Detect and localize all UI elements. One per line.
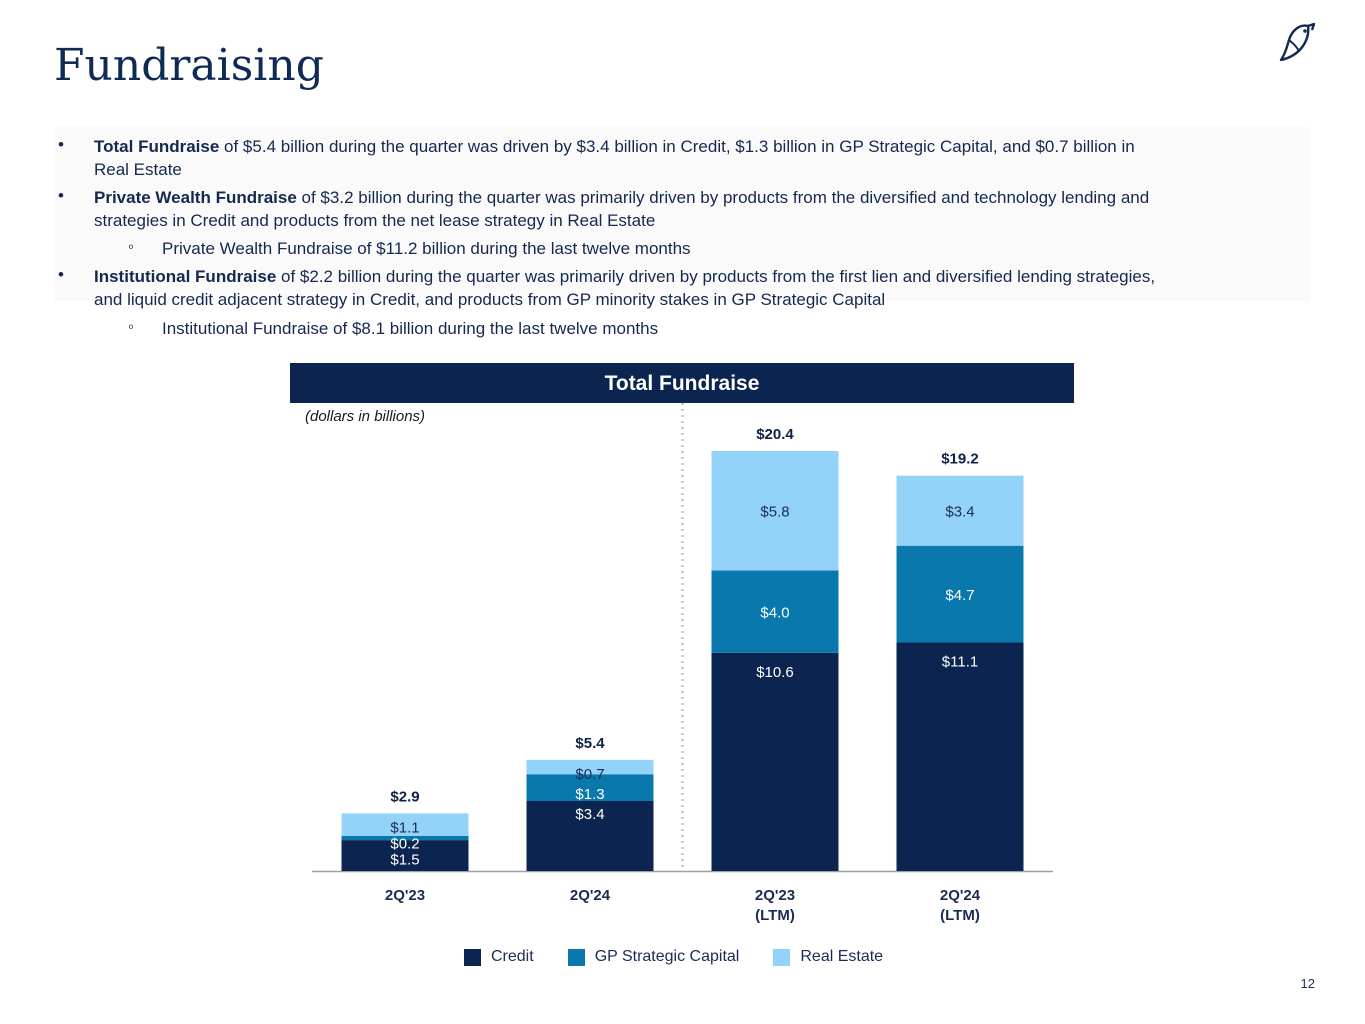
bullet-heading: Total Fundraise xyxy=(94,137,220,156)
bar-segment-gp-strategic-capital xyxy=(711,570,839,653)
chart-legend: Credit GP Strategic Capital Real Estate xyxy=(464,948,917,966)
sub-bullet-private-wealth-ltm: Private Wealth Fundraise of $11.2 billio… xyxy=(162,239,691,258)
bar-segment-real-estate xyxy=(896,475,1024,546)
legend-swatch xyxy=(773,948,791,966)
legend-swatch xyxy=(464,948,481,966)
legend-label: Credit xyxy=(491,948,534,965)
page-title: Fundraising xyxy=(54,40,324,91)
data-label: $5.8 xyxy=(760,504,789,521)
bullet-text: of $5.4 billion during the quarter was d… xyxy=(219,137,1135,156)
bullet-text-continued: strategies in Credit and products from t… xyxy=(94,211,656,230)
legend-item-real-estate: Real Estate xyxy=(773,948,883,966)
bar-segment-gp-strategic-capital xyxy=(896,545,1024,643)
legend-label: GP Strategic Capital xyxy=(594,948,740,965)
total-label: $20.4 xyxy=(756,426,794,443)
legend-item-credit: Credit xyxy=(464,948,534,966)
page-number: 12 xyxy=(1300,976,1315,991)
bullet-heading: Institutional Fundraise xyxy=(94,267,277,286)
legend-swatch xyxy=(567,948,585,966)
bullet-text-continued: Real Estate xyxy=(94,160,182,179)
bar-segment-credit xyxy=(896,642,1024,871)
owl-logo-icon xyxy=(1279,22,1316,62)
bar-segment-real-estate xyxy=(526,759,654,775)
bullet-marker: • xyxy=(58,135,64,154)
chart-subtitle: (dollars in billions) xyxy=(305,408,426,425)
sub-bullet-marker: ◦ xyxy=(128,317,135,336)
data-label: $11.1 xyxy=(942,653,978,670)
bullet-institutional: Institutional Fundraise of $2.2 billion … xyxy=(94,265,1155,288)
data-label: $1.3 xyxy=(575,786,604,803)
data-label: $4.0 xyxy=(760,605,789,622)
summary-bullets xyxy=(54,127,1310,301)
legend-label: Real Estate xyxy=(800,948,884,965)
x-tick-label: 2Q'24 xyxy=(940,887,981,904)
bullet-marker: • xyxy=(58,265,64,284)
sub-bullet-marker: ◦ xyxy=(128,237,135,256)
data-label: $1.1 xyxy=(390,819,419,836)
bar-segment-gp-strategic-capital xyxy=(526,774,654,801)
bullet-text: of $2.2 billion during the quarter was p… xyxy=(276,267,1156,286)
x-tick-label: (LTM) xyxy=(940,907,980,924)
total-label: $2.9 xyxy=(390,788,419,805)
x-tick-label: 2Q'23 xyxy=(385,887,425,904)
bar-segment-gp-strategic-capital xyxy=(341,836,469,841)
bullet-text-continued: and liquid credit adjacent strategy in C… xyxy=(94,290,886,309)
chart-title: Total Fundraise xyxy=(290,363,1074,403)
data-label: $4.7 xyxy=(945,587,974,604)
legend-item-gp-strategic-capital: GP Strategic Capital xyxy=(567,948,740,966)
x-tick-label: 2Q'23 xyxy=(755,887,795,904)
data-label: $3.4 xyxy=(945,504,974,521)
x-tick-label: 2Q'24 xyxy=(570,887,611,904)
bullet-marker: • xyxy=(58,186,64,205)
bullet-private-wealth: Private Wealth Fundraise of $3.2 billion… xyxy=(94,186,1149,209)
sub-bullet-institutional-ltm: Institutional Fundraise of $8.1 billion … xyxy=(162,319,659,338)
bar-segment-real-estate xyxy=(711,451,839,571)
bullet-heading: Private Wealth Fundraise xyxy=(94,188,297,207)
data-label: $0.7 xyxy=(575,766,604,783)
total-label: $5.4 xyxy=(575,735,605,752)
bar-segment-credit xyxy=(526,801,654,871)
total-label: $19.2 xyxy=(941,451,979,468)
bar-segment-credit xyxy=(711,652,839,871)
bullet-total-fundraise: Total Fundraise of $5.4 billion during t… xyxy=(94,135,1135,158)
x-tick-label: (LTM) xyxy=(755,907,795,924)
data-label: $0.2 xyxy=(390,835,419,852)
data-label: $10.6 xyxy=(756,664,794,681)
data-label: $1.5 xyxy=(390,851,419,868)
bar-segment-credit xyxy=(341,840,469,871)
data-label: $3.4 xyxy=(575,806,604,823)
bullet-text: of $3.2 billion during the quarter was p… xyxy=(296,188,1150,207)
stacked-bar-chart: $1.5$0.2$1.1 $2.9 2Q'23 $3.4 $1.3 $0.7 $5.4 2Q'… xyxy=(312,403,1053,924)
bar-segment-real-estate xyxy=(341,813,469,836)
